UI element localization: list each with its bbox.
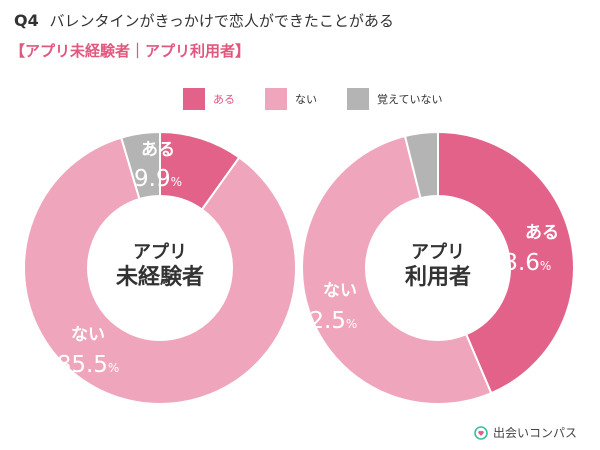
legend-label-nai: ない [295,93,317,106]
legend-swatch-aru [183,88,205,110]
brand-heart-icon [474,425,488,440]
chart-title: Q4 バレンタインがきっかけで恋人ができたことがある [14,10,394,31]
chart-subtitle: 【アプリ未経験者｜アプリ利用者】 [10,42,251,60]
donut1-value-aru: 9.9% [134,166,182,192]
donut1-center-label-2: 未経験者 [116,264,204,290]
legend-label-aru: ある [213,93,235,106]
brand-logo: 出会いコンパス [474,424,577,441]
donut2-label-nai: ない [323,281,357,301]
legend: ある ない 覚えていない [183,88,472,110]
question-number: Q4 [14,11,39,30]
donut2-value-aru: 43.6% [489,250,552,276]
legend-item-aru: ある [183,88,235,110]
legend-swatch-oboeteinai [347,88,369,110]
question-text: バレンタインがきっかけで恋人ができたことがある [49,12,394,30]
donut2-value-nai: 52.5% [295,308,358,334]
legend-item-oboeteinai: 覚えていない [347,88,442,110]
brand-name: 出会いコンパス [493,426,578,440]
donut2-center-label-1: アプリ [411,241,465,263]
donut1-label-nai: ない [71,325,105,345]
donut2-label-aru: ある [525,223,559,243]
donut1-value-nai: 85.5% [57,352,120,378]
donut2-slice-aru [437,130,575,395]
donut1-label-aru: ある [141,140,175,160]
donut2-slice-nai [301,134,493,405]
donut1-slice-oboeteinai [119,130,161,201]
donut2-slice-oboeteinai [403,130,439,200]
legend-item-nai: ない [265,88,317,110]
legend-swatch-nai [265,88,287,110]
donut1-slice-nai [23,136,297,405]
donut1-center-label-1: アプリ [133,241,187,263]
donut2-center-label-2: 利用者 [405,265,471,290]
legend-label-oboeteinai: 覚えていない [377,93,443,106]
